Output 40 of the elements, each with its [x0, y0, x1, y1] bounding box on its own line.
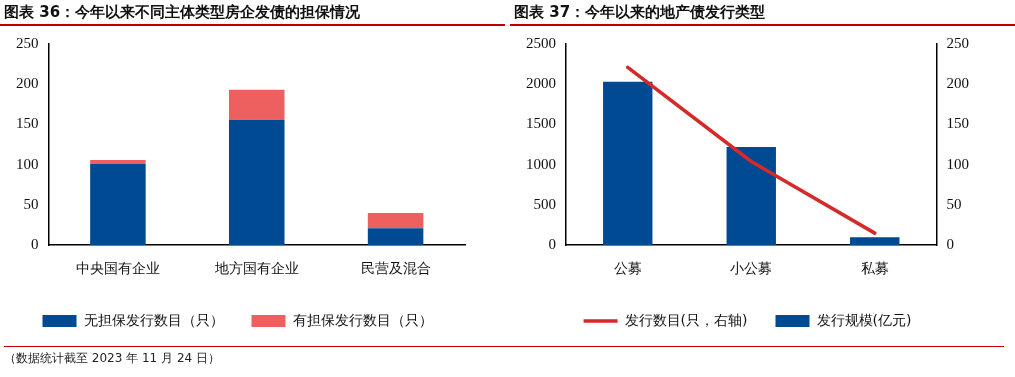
bar — [90, 163, 146, 246]
y2-tick-label: 0 — [946, 236, 954, 253]
bar — [850, 237, 900, 246]
x-tick-label: 地方国有企业 — [213, 260, 299, 277]
y-tick-label: 150 — [16, 115, 39, 132]
x-tick-label: 中央国有企业 — [75, 260, 160, 277]
x-tick-label: 民营及混合 — [360, 260, 431, 277]
y-tick-label: 1500 — [526, 115, 556, 132]
y2-tick-label: 150 — [946, 115, 969, 132]
y2-tick-label: 100 — [946, 155, 969, 172]
bar — [726, 147, 776, 246]
bar — [367, 228, 424, 246]
y-tick-label: 500 — [533, 195, 556, 212]
bar — [367, 213, 424, 229]
y-tick-label: 2500 — [526, 34, 556, 51]
legend-label: 无担保发行数目（只） — [83, 311, 224, 328]
y-tick-label: 2000 — [526, 75, 556, 92]
x-tick-label: 私募 — [860, 260, 889, 277]
y-tick-label: 100 — [16, 155, 39, 172]
chart-title: 图表 36：今年以来不同主体类型房企发债的担保情况 — [0, 0, 505, 26]
y-tick-label: 1000 — [526, 155, 556, 172]
bar — [90, 159, 146, 164]
legend-label: 发行数目(只，右轴) — [624, 311, 748, 328]
x-tick-label: 公募 — [613, 260, 642, 277]
y-tick-label: 250 — [16, 34, 39, 51]
y-tick-label: 200 — [16, 75, 39, 92]
bar — [228, 119, 285, 246]
chart-title: 图表 37：今年以来的地产债发行类型 — [510, 0, 1015, 26]
text: （数据统计截至 2023 年 11 月 24 日） — [4, 346, 1004, 367]
legend-label: 发行规模(亿元) — [816, 311, 912, 328]
y-tick-label: 50 — [23, 195, 39, 212]
y-tick-label: 0 — [548, 236, 556, 253]
y2-tick-label: 50 — [946, 195, 962, 212]
y-tick-label: 0 — [31, 236, 39, 253]
bar — [603, 81, 653, 246]
legend-label: 有担保发行数目（只） — [292, 311, 433, 328]
y2-tick-label: 250 — [946, 34, 969, 51]
x-tick-label: 小公募 — [730, 260, 773, 277]
y2-tick-label: 200 — [946, 75, 969, 92]
bar — [228, 89, 285, 120]
